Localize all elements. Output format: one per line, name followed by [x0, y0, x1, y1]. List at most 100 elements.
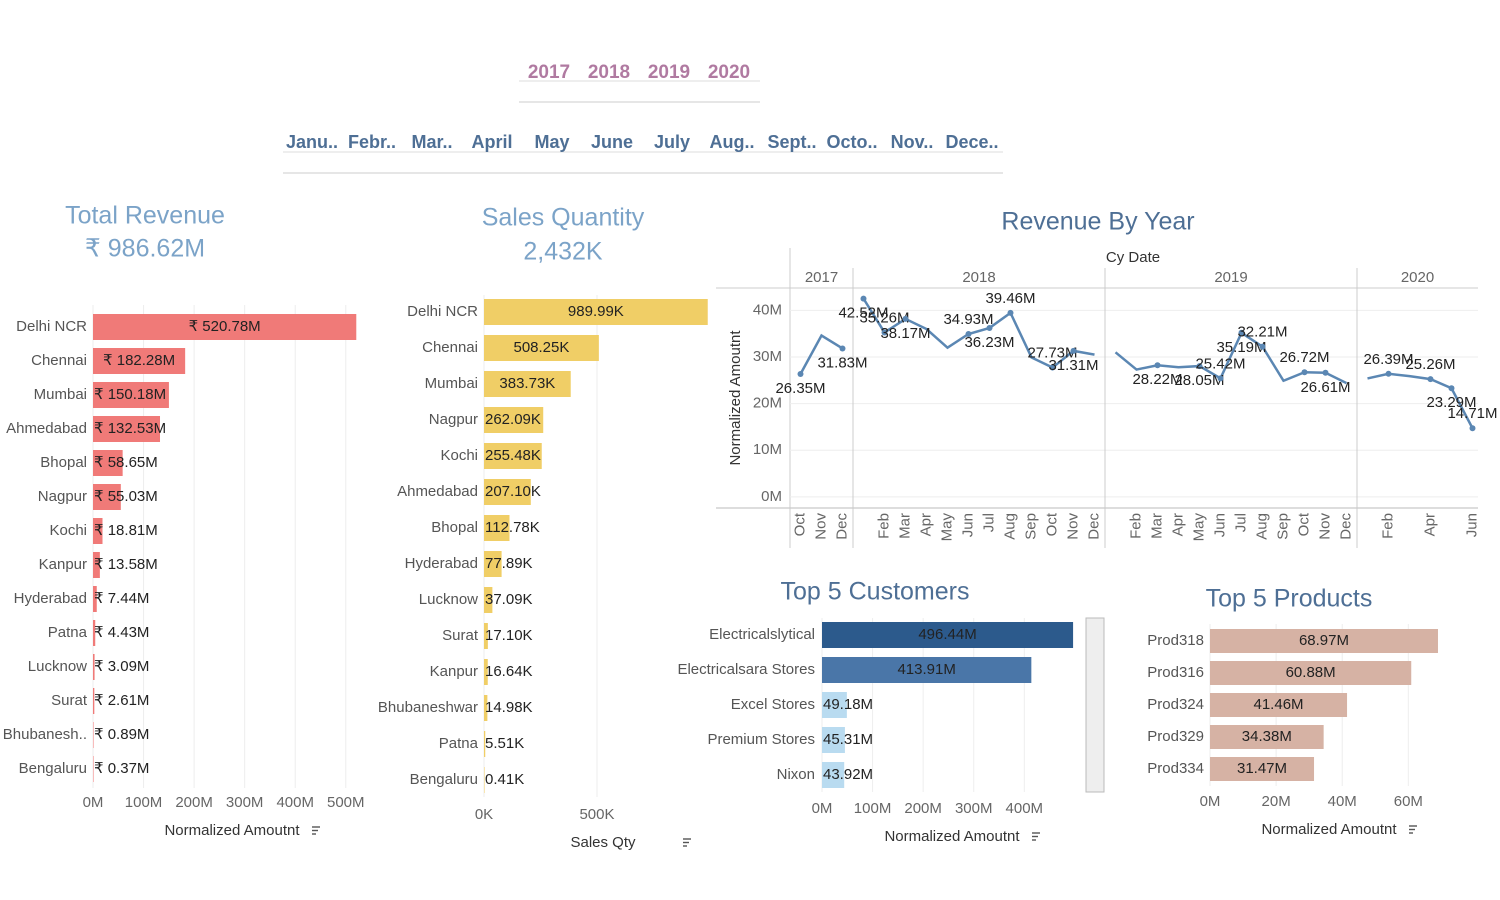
- x-tick-label: May: [1190, 513, 1207, 542]
- bar: [822, 762, 845, 788]
- category-label: Prod329: [1147, 728, 1204, 745]
- year-filter[interactable]: 2018: [588, 62, 630, 83]
- bar: [1210, 661, 1412, 685]
- value-label: 45.31M: [823, 731, 873, 748]
- category-label: Hyderabad: [14, 590, 87, 607]
- axis-title: Normalized Amoutnt: [164, 822, 300, 839]
- month-filter[interactable]: Dece..: [945, 132, 998, 152]
- year-filter[interactable]: 2017: [528, 62, 570, 83]
- month-filter[interactable]: Octo..: [826, 132, 877, 152]
- value-label: 413.91M: [897, 661, 955, 678]
- bar: [484, 515, 510, 541]
- x-tick-label: 300M: [955, 800, 993, 817]
- x-tick-label: Jun: [1211, 513, 1228, 537]
- x-tick-label: Nov: [812, 513, 829, 540]
- point: [1049, 364, 1056, 371]
- y-tick-label: 20M: [753, 395, 782, 412]
- bar: [93, 484, 121, 510]
- value-label: 32.21M: [1237, 324, 1287, 341]
- value-label: 49.18M: [823, 696, 873, 713]
- month-filter[interactable]: Mar..: [411, 132, 452, 152]
- year-filter[interactable]: 2019: [648, 62, 690, 83]
- category-label: Mumbai: [34, 386, 87, 403]
- bar: [484, 479, 531, 505]
- y-tick-label: 40M: [753, 301, 782, 318]
- bar: [1210, 725, 1324, 749]
- value-label: ₹ 2.61M: [94, 692, 149, 709]
- point: [902, 315, 909, 322]
- scrollbar[interactable]: [1085, 617, 1105, 793]
- x-tick-label: 300M: [226, 794, 264, 811]
- line-series: [1114, 330, 1348, 385]
- bar: [93, 552, 100, 578]
- x-tick-label: Oct: [791, 512, 808, 536]
- x-tick-label: 20M: [1262, 793, 1291, 810]
- value-label: ₹ 7.44M: [94, 590, 149, 607]
- value-label: 31.47M: [1237, 760, 1287, 777]
- bar: [484, 587, 493, 613]
- point: [1427, 376, 1434, 383]
- point: [1196, 363, 1203, 370]
- kpi-label: Total Revenue: [65, 202, 225, 230]
- value-label: 26.72M: [1279, 349, 1329, 366]
- category-label: Bhubaneshwar: [378, 699, 478, 716]
- month-filter[interactable]: Aug..: [710, 132, 755, 152]
- value-label: ₹ 150.18M: [94, 386, 166, 403]
- bar: [484, 767, 485, 793]
- value-label: 25.26M: [1405, 356, 1455, 373]
- bar: [484, 695, 488, 721]
- value-label: 60.88M: [1286, 664, 1336, 681]
- y-axis-title: Normalized Amoutnt: [727, 330, 744, 466]
- bar: [484, 335, 599, 361]
- point: [1322, 369, 1329, 376]
- month-filter[interactable]: Janu..: [286, 132, 338, 152]
- x-tick-label: Sep: [1274, 513, 1291, 540]
- axis-title: Normalized Amoutnt: [884, 828, 1020, 845]
- kpi-value: 2,432K: [523, 238, 603, 266]
- bar: [93, 348, 186, 374]
- value-label: 262.09K: [485, 411, 541, 428]
- x-tick-label: 60M: [1394, 793, 1423, 810]
- value-label: 989.99K: [568, 303, 624, 320]
- x-tick-label: 0M: [812, 800, 833, 817]
- x-tick-label: Nov: [1316, 513, 1333, 540]
- x-tick-label: 200M: [904, 800, 942, 817]
- x-tick-label: Oct: [1295, 512, 1312, 536]
- bar: [1210, 757, 1315, 781]
- x-tick-label: Dec: [833, 513, 850, 540]
- month-filter[interactable]: June: [591, 132, 633, 152]
- point: [1217, 375, 1224, 382]
- value-label: 27.73M: [1027, 345, 1077, 362]
- category-label: Excel Stores: [731, 696, 815, 713]
- value-label: 34.93M: [943, 311, 993, 328]
- x-tick-label: Mar: [896, 513, 913, 539]
- value-label: 35.19M: [1216, 339, 1266, 356]
- value-label: 36.23M: [964, 334, 1014, 351]
- x-tick-label: Apr: [1421, 513, 1438, 536]
- value-label: 26.61M: [1300, 379, 1350, 396]
- category-label: Kochi: [49, 522, 87, 539]
- x-tick-label: Jun: [1463, 513, 1480, 537]
- value-label: 112.78K: [485, 519, 540, 536]
- category-label: Electricalslytical: [709, 626, 815, 643]
- x-tick-label: 0M: [1200, 793, 1221, 810]
- month-filter[interactable]: July: [654, 132, 690, 152]
- month-filter[interactable]: Sept..: [767, 132, 816, 152]
- value-label: 5.51K: [485, 735, 524, 752]
- value-label: ₹ 55.03M: [94, 488, 158, 505]
- kpi-value: ₹ 986.62M: [85, 235, 205, 263]
- month-filter[interactable]: May: [534, 132, 569, 152]
- bar: [93, 518, 103, 544]
- year-filter[interactable]: 2020: [708, 62, 750, 83]
- month-filter[interactable]: Febr..: [348, 132, 396, 152]
- category-label: Bengaluru: [19, 760, 87, 777]
- category-label: Bhubanesh..: [3, 726, 87, 743]
- value-label: 28.05M: [1174, 372, 1224, 389]
- category-label: Bengaluru: [410, 771, 478, 788]
- category-label: Kochi: [440, 447, 478, 464]
- month-filter[interactable]: April: [471, 132, 512, 152]
- x-tick-label: Mar: [1148, 513, 1165, 539]
- month-filter[interactable]: Nov..: [891, 132, 934, 152]
- bar: [484, 443, 542, 469]
